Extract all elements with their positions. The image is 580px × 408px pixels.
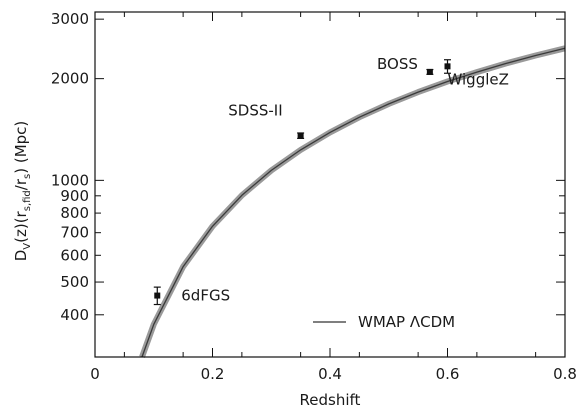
y-tick-label: 2000: [51, 70, 89, 88]
legend: WMAP ΛCDM: [313, 313, 455, 331]
x-tick-label: 0: [90, 365, 100, 383]
y-tick-label: 500: [60, 273, 89, 291]
x-tick-label: 0.4: [318, 365, 342, 383]
data-point: [426, 68, 433, 75]
data-point: [297, 132, 304, 139]
model-band: [139, 45, 566, 359]
data-point: [444, 63, 451, 70]
point-label: BOSS: [377, 55, 418, 73]
point-label: 6dFGS: [181, 287, 230, 305]
y-tick-label: 600: [60, 246, 89, 264]
point-label: SDSS-II: [228, 102, 282, 120]
y-axis-label: DV(z)(rs,fid/rs) (Mpc): [12, 121, 33, 262]
model-curve-layer: [139, 45, 566, 359]
x-axis-label: Redshift: [300, 391, 361, 408]
y-tick-label: 3000: [51, 10, 89, 28]
y-tick-label: 1000: [51, 171, 89, 189]
x-axis: 0 0.2 0.4 0.6 0.8: [90, 12, 577, 383]
y-tick-label: 700: [60, 224, 89, 242]
model-curve: [141, 47, 566, 358]
y-tick-label: 800: [60, 204, 89, 222]
x-tick-label: 0.8: [553, 365, 577, 383]
legend-label: WMAP ΛCDM: [358, 313, 455, 331]
point-label: WiggleZ: [448, 70, 509, 88]
data-points-layer: 6dFGS SDSS-II BOSS WiggleZ: [153, 55, 509, 306]
x-tick-label: 0.2: [201, 365, 225, 383]
x-tick-label: 0.6: [436, 365, 460, 383]
y-tick-label: 900: [60, 187, 89, 205]
y-tick-label: 400: [60, 306, 89, 324]
data-point: [154, 292, 161, 299]
